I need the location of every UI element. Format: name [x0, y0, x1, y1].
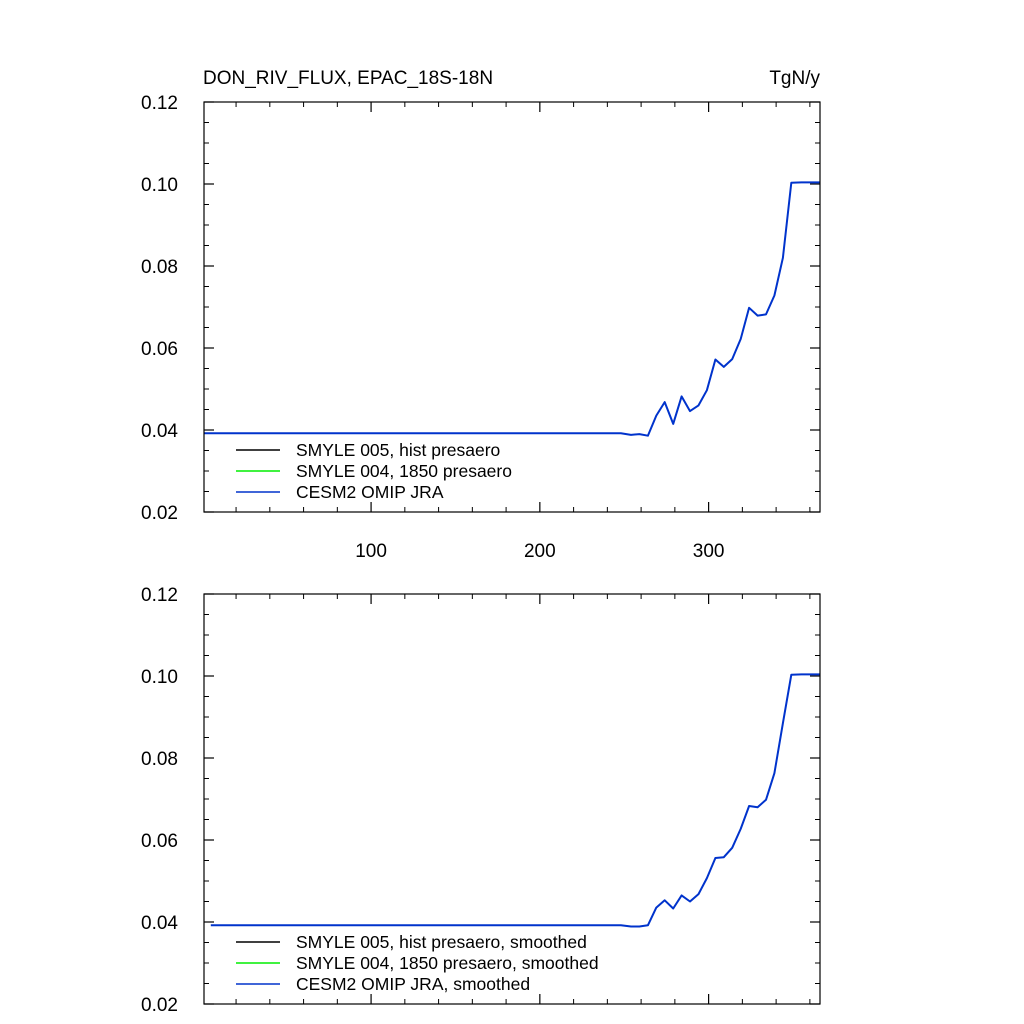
series-line	[204, 181, 820, 437]
y-tick-label: 0.02	[141, 995, 178, 1016]
legend-label: SMYLE 004, 1850 presaero, smoothed	[296, 953, 599, 973]
y-tick-label: 0.10	[141, 667, 178, 688]
y-tick-label: 0.04	[141, 913, 178, 934]
plot-frame	[203, 101, 821, 513]
y-tick-label: 0.10	[141, 175, 178, 196]
y-tick-label: 0.04	[141, 421, 178, 442]
y-tick-label: 0.02	[141, 503, 178, 524]
y-tick-label: 0.06	[141, 831, 178, 852]
top-panel: 0.02 0.04 0.06 0.08 0.10 0.12 100 200 300 SMYLE 0…	[141, 93, 821, 562]
series-line	[210, 673, 820, 928]
y-tick-label: 0.06	[141, 339, 178, 360]
bottom-panel: 0.02 0.04 0.06 0.08 0.10 0.12 SMYLE 005, hist …	[141, 585, 821, 1016]
legend-label: SMYLE 005, hist presaero	[296, 440, 500, 460]
y-tick-label: 0.08	[141, 257, 178, 278]
y-tick-label: 0.12	[141, 585, 178, 606]
legend-label: CESM2 OMIP JRA	[296, 482, 444, 502]
legend-label: CESM2 OMIP JRA, smoothed	[296, 974, 530, 994]
plot-frame	[203, 593, 821, 1005]
y-tick-label: 0.12	[141, 93, 178, 114]
x-tick-label: 300	[693, 541, 725, 562]
legend-label: SMYLE 005, hist presaero, smoothed	[296, 932, 587, 952]
chart-title: DON_RIV_FLUX, EPAC_18S-18N	[203, 68, 493, 89]
legend-label: SMYLE 004, 1850 presaero	[296, 461, 512, 481]
y-tick-label: 0.08	[141, 749, 178, 770]
units-label: TgN/y	[769, 68, 820, 89]
x-tick-label: 100	[355, 541, 387, 562]
x-tick-label: 200	[524, 541, 556, 562]
